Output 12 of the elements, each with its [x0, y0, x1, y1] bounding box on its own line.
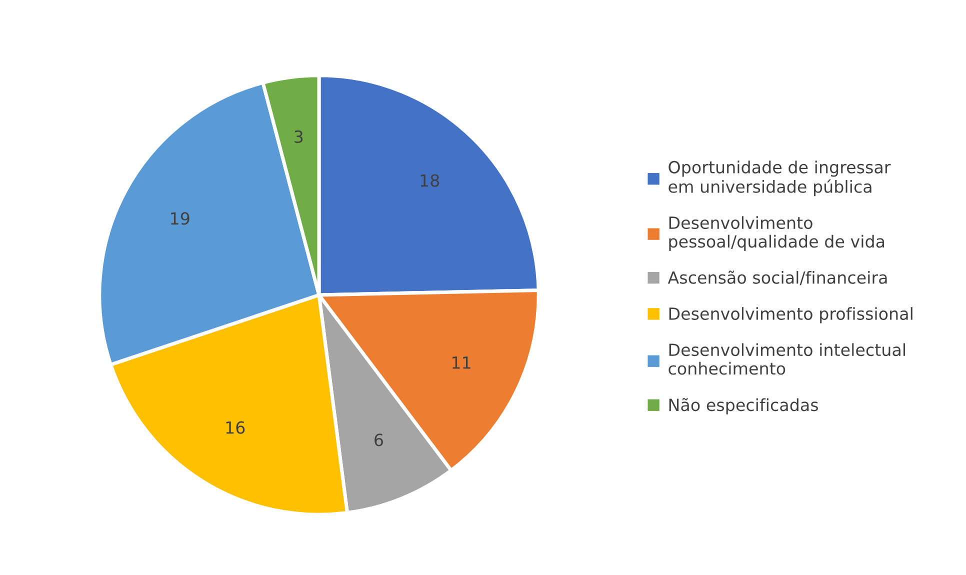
- legend-label: Desenvolvimento profissional: [669, 307, 912, 324]
- legend-label: Ascensão social/financeira: [668, 270, 887, 286]
- legend-label: Desenvolvimento pessoal/qualidade de vida: [669, 216, 884, 251]
- data-label: 16: [226, 421, 245, 434]
- data-label: 19: [171, 212, 190, 225]
- legend-label: Oportunidade de ingressar em universidade pública: [668, 160, 891, 196]
- data-label: 3: [294, 130, 303, 144]
- data-label: 11: [452, 356, 470, 369]
- legend-label: Não especificadas: [669, 398, 818, 414]
- data-label: 18: [420, 174, 440, 187]
- data-label: 6: [374, 434, 383, 446]
- legend-label: Desenvolvimento intelectual conhecimento: [668, 343, 905, 375]
